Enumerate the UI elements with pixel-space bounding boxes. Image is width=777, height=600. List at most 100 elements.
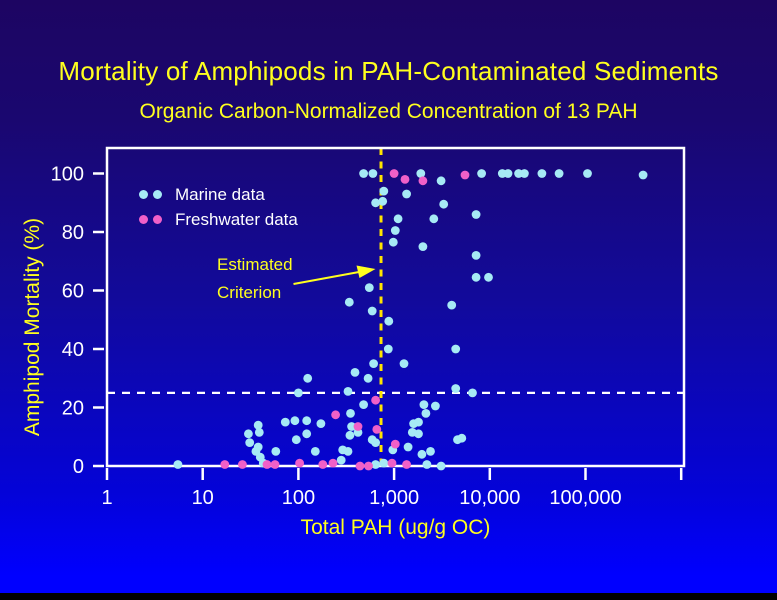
freshwater-point — [372, 425, 382, 434]
marine-point — [383, 344, 393, 354]
marine-point — [393, 214, 403, 224]
y-tick-label: 40 — [62, 339, 84, 361]
legend: Marine data Freshwater data — [139, 182, 298, 232]
marine-point — [364, 283, 374, 292]
marine-point — [384, 316, 394, 326]
marine-point — [280, 417, 290, 427]
freshwater-point — [331, 410, 340, 420]
marine-point — [345, 430, 355, 440]
marine-point — [520, 169, 529, 178]
marine-point — [290, 416, 300, 426]
marine-point — [638, 170, 648, 180]
marine-point — [416, 169, 426, 178]
freshwater-point — [371, 395, 380, 405]
annotation-arrow-head — [356, 265, 376, 278]
marine-point — [244, 429, 253, 439]
marine-point — [451, 384, 461, 393]
marine-point — [457, 433, 467, 443]
freshwater-point — [364, 461, 373, 471]
chart-title: Mortality of Amphipods in PAH-Contaminat… — [58, 56, 719, 86]
marine-marker-icon — [153, 190, 162, 199]
freshwater-point — [460, 170, 470, 180]
marine-point — [350, 368, 360, 377]
freshwater-point — [418, 176, 428, 186]
marine-point — [421, 409, 431, 418]
marine-point — [399, 359, 409, 368]
marine-point — [336, 455, 346, 465]
x-tick-label: 1,000 — [369, 487, 419, 509]
marine-point — [371, 460, 380, 469]
marine-point — [477, 169, 486, 178]
freshwater-point — [402, 460, 411, 469]
marine-point — [418, 242, 428, 251]
marine-point — [436, 461, 446, 471]
freshwater-point — [353, 422, 363, 431]
marine-point — [367, 306, 377, 316]
freshwater-point — [355, 461, 365, 471]
marine-point — [422, 460, 432, 469]
freshwater-point — [220, 460, 230, 469]
marine-point — [294, 388, 303, 398]
y-tick-label: 20 — [62, 398, 84, 420]
y-axis-title: Amphipod Mortality (%) — [21, 217, 44, 437]
marine-point — [254, 428, 264, 437]
freshwater-marker-icon — [153, 215, 162, 224]
marine-point — [378, 196, 388, 206]
marine-point — [484, 272, 493, 282]
freshwater-marker-icon — [139, 215, 148, 224]
marine-point — [291, 435, 301, 445]
marine-point — [343, 387, 353, 396]
marine-marker-icon — [139, 190, 148, 199]
marine-point — [379, 186, 389, 196]
y-tick-label: 80 — [62, 222, 84, 244]
y-tick-label: 100 — [51, 164, 84, 186]
marine-point — [359, 400, 368, 409]
x-tick-label: 100 — [282, 487, 315, 509]
freshwater-point — [318, 460, 328, 469]
legend-label-freshwater: Freshwater data — [175, 209, 298, 229]
freshwater-point — [262, 460, 272, 469]
marine-point — [417, 449, 427, 459]
marine-point — [402, 189, 411, 199]
marine-point — [271, 447, 281, 456]
marine-point — [471, 272, 481, 282]
marine-point — [379, 458, 389, 468]
legend-label-marine: Marine data — [175, 184, 265, 204]
marine-point — [451, 344, 461, 354]
x-tick-label: 10,000 — [459, 487, 520, 509]
marine-point — [253, 420, 263, 430]
marine-point — [347, 422, 356, 431]
marine-point — [537, 169, 547, 178]
criterion-annotation-line1: Estimated — [217, 255, 293, 274]
marine-point — [439, 199, 449, 209]
legend-item-marine: Marine data — [139, 182, 298, 207]
marine-point — [302, 429, 312, 439]
marine-point — [253, 442, 263, 452]
annotation-arrow — [293, 271, 360, 285]
freshwater-point — [389, 169, 399, 178]
freshwater-point — [238, 460, 247, 469]
marine-point — [363, 373, 373, 383]
marine-point — [426, 447, 435, 456]
bottom-border-bar — [0, 593, 777, 600]
marine-point — [419, 400, 429, 409]
marine-point — [468, 388, 477, 398]
marine-point — [346, 409, 355, 418]
marine-point — [368, 169, 378, 178]
scatter-plot: 0 20 40 60 80 100 1 10 100 1,000 10,000 100,000 — [51, 146, 686, 509]
x-tick-label: 1 — [101, 487, 112, 509]
marine-point — [245, 438, 255, 447]
marine-point — [403, 442, 413, 452]
marine-point — [302, 416, 312, 426]
marine-point — [471, 251, 481, 260]
x-tick-label: 10 — [192, 487, 214, 509]
freshwater-point — [390, 439, 400, 449]
marine-point — [554, 169, 564, 178]
x-axis-title: Total PAH (ug/g OC) — [300, 516, 491, 539]
marine-point — [369, 359, 378, 368]
marine-point — [436, 176, 446, 186]
freshwater-point — [328, 458, 338, 468]
marine-point — [390, 226, 400, 235]
marine-point — [344, 297, 354, 307]
plot-frame — [105, 146, 686, 468]
